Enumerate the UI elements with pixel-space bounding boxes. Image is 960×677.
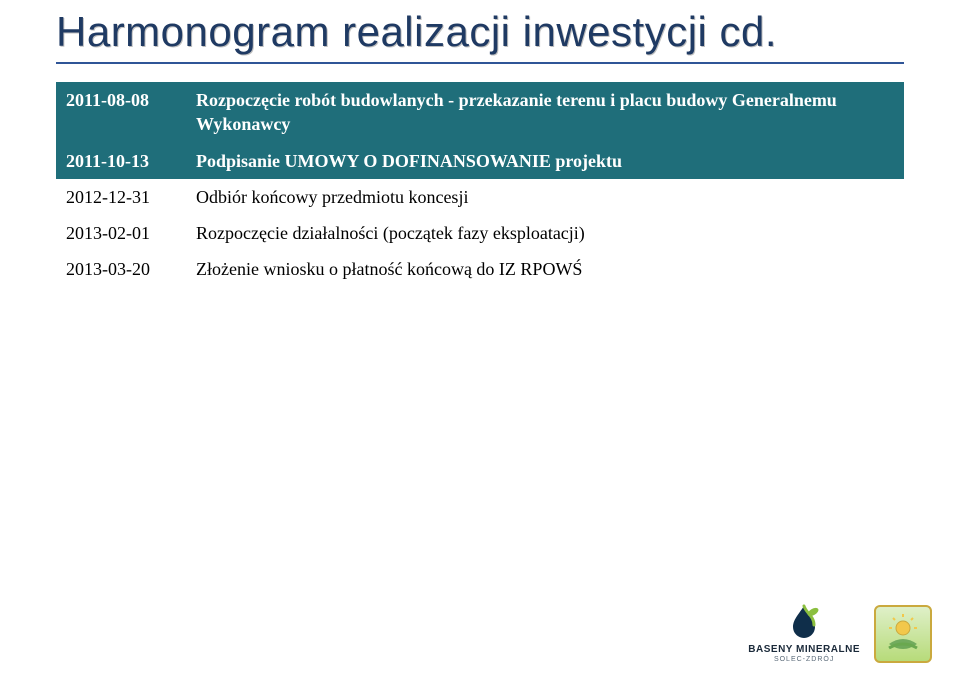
row-text: Złożenie wniosku o płatność końcową do I… bbox=[186, 251, 904, 287]
row-date: 2012-12-31 bbox=[56, 179, 186, 215]
logo-baseny-mineralne: BASENY MINERALNE SOLEC-ZDRÓJ bbox=[748, 603, 860, 663]
logo-crest bbox=[874, 605, 932, 663]
logo-text: BASENY MINERALNE SOLEC-ZDRÓJ bbox=[748, 645, 860, 663]
row-date: 2013-02-01 bbox=[56, 215, 186, 251]
table-row: 2013-02-01 Rozpoczęcie działalności (poc… bbox=[56, 215, 904, 251]
crest-icon bbox=[883, 614, 923, 654]
row-text: Podpisanie UMOWY O DOFINANSOWANIE projek… bbox=[186, 143, 904, 179]
row-text: Rozpoczęcie działalności (początek fazy … bbox=[186, 215, 904, 251]
row-date: 2011-08-08 bbox=[56, 82, 186, 143]
page-title: Harmonogram realizacji inwestycji cd. bbox=[56, 8, 904, 62]
slide: Harmonogram realizacji inwestycji cd. 20… bbox=[0, 0, 960, 677]
row-text: Odbiór końcowy przedmiotu koncesji bbox=[186, 179, 904, 215]
row-date: 2011-10-13 bbox=[56, 143, 186, 179]
table-row: 2012-12-31 Odbiór końcowy przedmiotu kon… bbox=[56, 179, 904, 215]
schedule-table: 2011-08-08 Rozpoczęcie robót budowlanych… bbox=[56, 82, 904, 288]
footer-logos: BASENY MINERALNE SOLEC-ZDRÓJ bbox=[748, 603, 932, 663]
title-underline bbox=[56, 62, 904, 64]
table-row: 2011-10-13 Podpisanie UMOWY O DOFINANSOW… bbox=[56, 143, 904, 179]
row-text: Rozpoczęcie robót budowlanych - przekaza… bbox=[186, 82, 904, 143]
row-date: 2013-03-20 bbox=[56, 251, 186, 287]
table-row: 2011-08-08 Rozpoczęcie robót budowlanych… bbox=[56, 82, 904, 143]
table-row: 2013-03-20 Złożenie wniosku o płatność k… bbox=[56, 251, 904, 287]
drop-leaf-icon bbox=[784, 603, 824, 643]
